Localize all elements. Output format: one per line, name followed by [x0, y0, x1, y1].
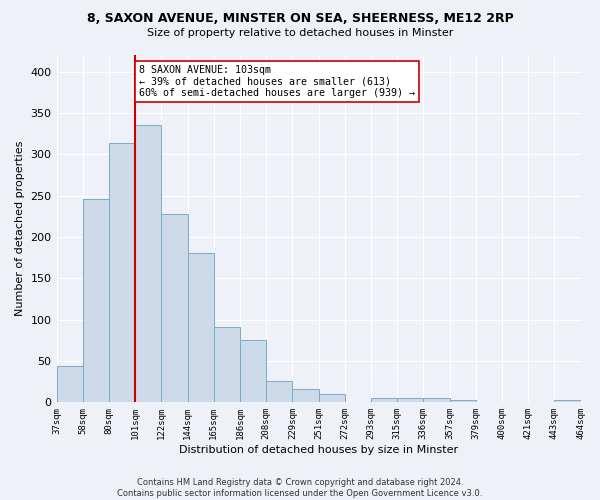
Text: 8, SAXON AVENUE, MINSTER ON SEA, SHEERNESS, ME12 2RP: 8, SAXON AVENUE, MINSTER ON SEA, SHEERNE… — [86, 12, 514, 26]
Bar — [83, 199, 109, 402]
Bar — [371, 398, 397, 402]
Bar — [109, 144, 135, 402]
Bar — [214, 327, 240, 402]
Bar — [319, 394, 345, 402]
Text: Size of property relative to detached houses in Minster: Size of property relative to detached ho… — [147, 28, 453, 38]
Bar — [56, 366, 83, 403]
Bar — [424, 398, 449, 402]
Bar — [554, 400, 581, 402]
Bar — [161, 214, 188, 402]
Bar — [397, 398, 424, 402]
Bar — [292, 389, 319, 402]
Y-axis label: Number of detached properties: Number of detached properties — [15, 141, 25, 316]
Text: Contains HM Land Registry data © Crown copyright and database right 2024.
Contai: Contains HM Land Registry data © Crown c… — [118, 478, 482, 498]
X-axis label: Distribution of detached houses by size in Minster: Distribution of detached houses by size … — [179, 445, 458, 455]
Bar — [240, 340, 266, 402]
Bar — [188, 254, 214, 402]
Bar — [135, 126, 161, 402]
Bar — [449, 400, 476, 402]
Bar — [266, 381, 292, 402]
Text: 8 SAXON AVENUE: 103sqm
← 39% of detached houses are smaller (613)
60% of semi-de: 8 SAXON AVENUE: 103sqm ← 39% of detached… — [139, 65, 415, 98]
